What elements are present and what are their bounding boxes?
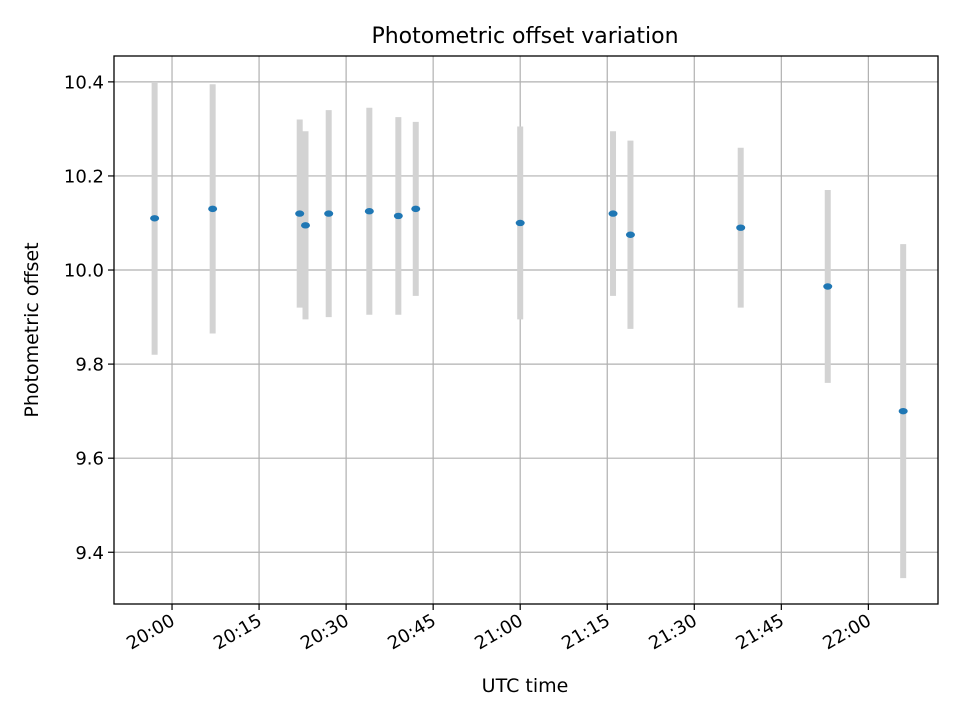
data-point [324,210,334,217]
data-point [823,283,833,290]
y-tick-label: 10.2 [64,166,104,187]
data-points [150,205,908,415]
data-point [364,208,374,215]
data-point [608,210,618,217]
data-point [411,205,421,213]
data-point [625,231,635,238]
y-tick-label: 10.4 [64,72,104,93]
y-axis-ticks: 9.4 9.6 9.8 10.0 10.2 10.4 [64,72,114,564]
data-point [515,219,525,227]
data-point [295,210,305,217]
plot-area-frame [113,55,939,605]
data-point [300,222,310,229]
data-point [393,212,403,220]
data-point [898,407,908,415]
data-point [208,205,218,213]
data-point [150,215,160,222]
chart-title: Photometric offset variation [371,24,678,49]
data-point [736,224,746,231]
y-axis-label: Photometric offset [21,242,43,417]
y-tick-label: 9.8 [75,355,104,376]
grid [114,56,938,604]
y-tick-label: 9.6 [75,449,104,470]
x-axis-label: UTC time [482,675,569,697]
y-tick-label: 9.4 [75,543,104,564]
y-tick-label: 10.0 [64,261,104,282]
